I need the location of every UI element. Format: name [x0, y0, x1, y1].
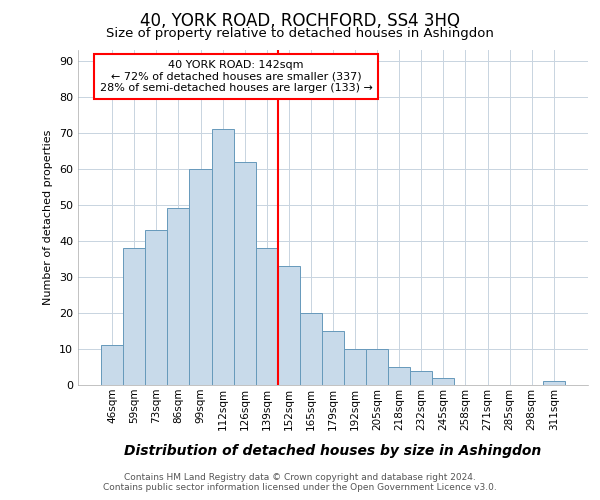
Bar [233, 162, 256, 385]
Bar [278, 266, 300, 385]
Bar [344, 349, 366, 385]
Text: Size of property relative to detached houses in Ashingdon: Size of property relative to detached ho… [106, 28, 494, 40]
Bar [256, 248, 278, 385]
Bar [366, 349, 388, 385]
Bar [145, 230, 167, 385]
Bar [543, 382, 565, 385]
Bar [410, 370, 433, 385]
Text: Contains HM Land Registry data © Crown copyright and database right 2024.
Contai: Contains HM Land Registry data © Crown c… [103, 473, 497, 492]
Bar [300, 313, 322, 385]
Bar [123, 248, 145, 385]
Bar [101, 346, 123, 385]
Bar [212, 129, 233, 385]
X-axis label: Distribution of detached houses by size in Ashingdon: Distribution of detached houses by size … [124, 444, 542, 458]
Bar [167, 208, 190, 385]
Text: 40 YORK ROAD: 142sqm
← 72% of detached houses are smaller (337)
28% of semi-deta: 40 YORK ROAD: 142sqm ← 72% of detached h… [100, 60, 373, 93]
Text: 40, YORK ROAD, ROCHFORD, SS4 3HQ: 40, YORK ROAD, ROCHFORD, SS4 3HQ [140, 12, 460, 30]
Bar [433, 378, 454, 385]
Y-axis label: Number of detached properties: Number of detached properties [43, 130, 53, 305]
Bar [190, 169, 212, 385]
Bar [388, 367, 410, 385]
Bar [322, 331, 344, 385]
